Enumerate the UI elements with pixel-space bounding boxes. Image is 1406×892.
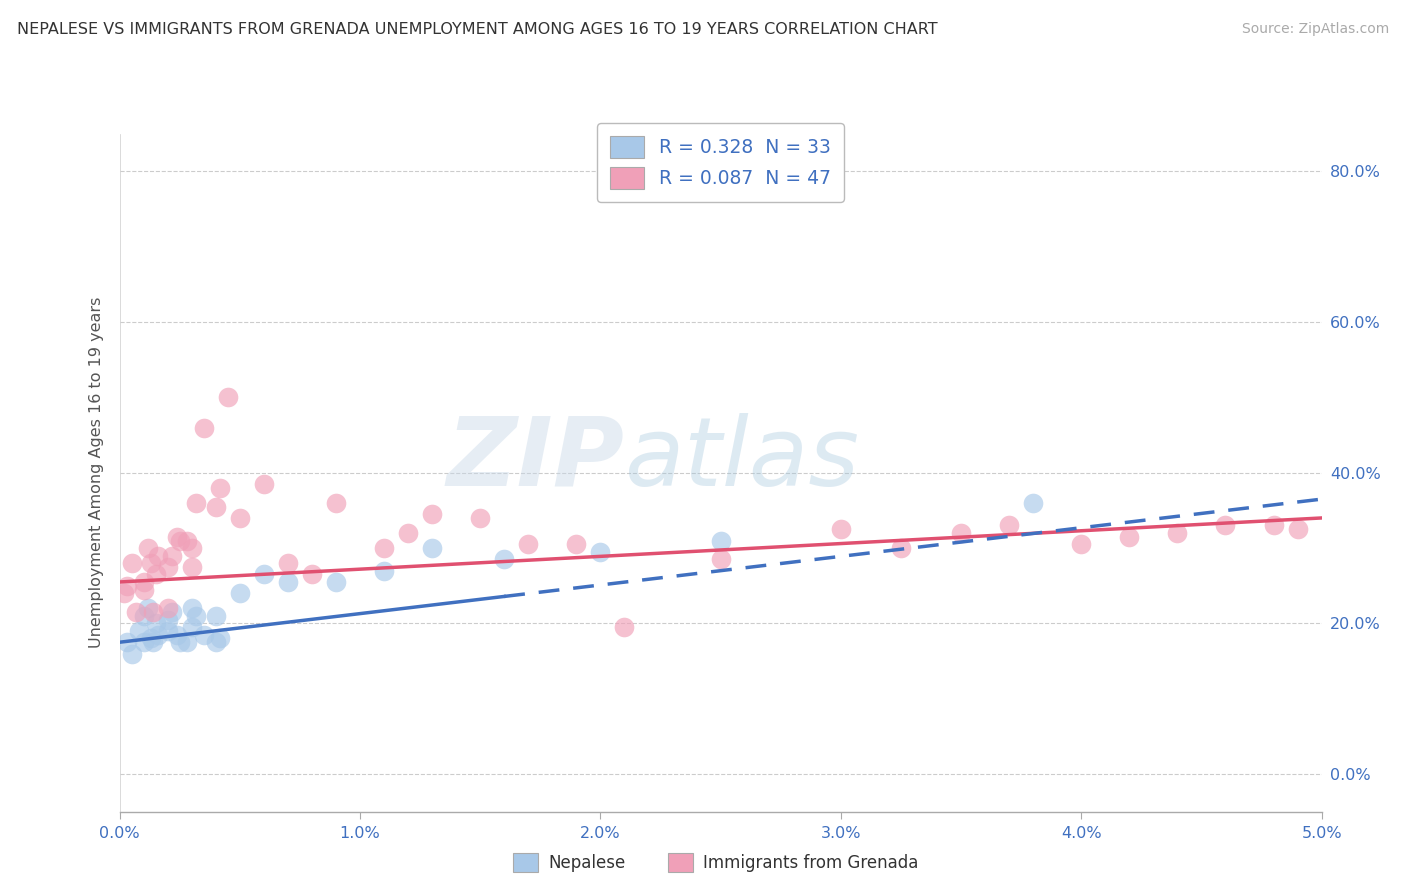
Point (139, 632, 162, 646)
Point (112, 586, 135, 600)
Point (156, 601, 179, 615)
Text: Nepalese: Nepalese (548, 855, 626, 872)
Point (145, 616, 167, 631)
Point (253, 567, 276, 582)
Point (373, 541, 395, 555)
Point (156, 624, 179, 638)
Point (1070, 537, 1092, 551)
Point (517, 537, 540, 551)
Point (132, 608, 155, 623)
Point (1166, 526, 1188, 541)
Legend: R = 0.328  N = 33, R = 0.087  N = 47: R = 0.328 N = 33, R = 0.087 N = 47 (598, 123, 844, 202)
Point (115, 579, 138, 593)
Point (180, 560, 202, 574)
Point (468, 511, 492, 525)
Point (613, 620, 636, 634)
Point (253, 477, 276, 491)
Point (890, 541, 912, 555)
Y-axis label: Unemployment Among Ages 16 to 19 years: Unemployment Among Ages 16 to 19 years (89, 297, 104, 648)
Point (494, 552, 516, 566)
Point (301, 567, 323, 582)
Point (176, 635, 198, 649)
Point (121, 647, 143, 661)
Point (420, 541, 443, 555)
Point (128, 624, 150, 638)
Point (132, 582, 155, 597)
Point (115, 635, 138, 649)
Point (180, 620, 202, 634)
Point (142, 635, 165, 649)
Point (138, 601, 160, 615)
Point (565, 537, 588, 551)
Point (950, 526, 973, 541)
Point (1118, 530, 1140, 544)
Point (142, 605, 165, 619)
Point (1263, 518, 1285, 533)
Point (146, 628, 169, 642)
Point (217, 391, 239, 405)
Point (138, 541, 160, 555)
Point (325, 496, 347, 510)
Point (180, 541, 202, 555)
Point (166, 530, 188, 544)
Point (186, 608, 208, 623)
Point (204, 608, 226, 623)
Point (146, 549, 169, 563)
Point (1286, 522, 1309, 536)
Point (277, 556, 299, 570)
Point (156, 560, 179, 574)
Text: atlas: atlas (624, 413, 859, 506)
Point (709, 552, 731, 566)
Point (169, 533, 191, 548)
Point (209, 481, 232, 495)
Point (228, 511, 252, 525)
Point (121, 556, 143, 570)
Point (277, 574, 299, 589)
Point (1022, 496, 1045, 510)
Point (589, 545, 612, 559)
Point (420, 507, 443, 521)
Point (145, 567, 167, 582)
Point (325, 574, 347, 589)
Point (166, 628, 188, 642)
Point (1215, 518, 1237, 533)
Point (209, 632, 232, 646)
Point (193, 628, 215, 642)
Point (132, 574, 155, 589)
Point (139, 556, 162, 570)
Point (125, 605, 148, 619)
Point (132, 635, 155, 649)
Point (176, 533, 198, 548)
Text: NEPALESE VS IMMIGRANTS FROM GRENADA UNEMPLOYMENT AMONG AGES 16 TO 19 YEARS CORRE: NEPALESE VS IMMIGRANTS FROM GRENADA UNEM… (17, 22, 938, 37)
Point (998, 518, 1021, 533)
Text: Source: ZipAtlas.com: Source: ZipAtlas.com (1241, 22, 1389, 37)
Point (162, 605, 184, 619)
Point (186, 496, 208, 510)
Point (180, 601, 202, 615)
Point (228, 586, 252, 600)
Point (204, 500, 226, 514)
Point (169, 635, 191, 649)
Point (204, 635, 226, 649)
Point (156, 613, 179, 627)
Text: Immigrants from Grenada: Immigrants from Grenada (703, 855, 918, 872)
Text: ZIP: ZIP (447, 413, 624, 506)
Point (830, 522, 852, 536)
Point (193, 420, 215, 434)
Point (373, 564, 395, 578)
Point (396, 526, 419, 541)
Point (709, 533, 731, 548)
Point (162, 549, 184, 563)
